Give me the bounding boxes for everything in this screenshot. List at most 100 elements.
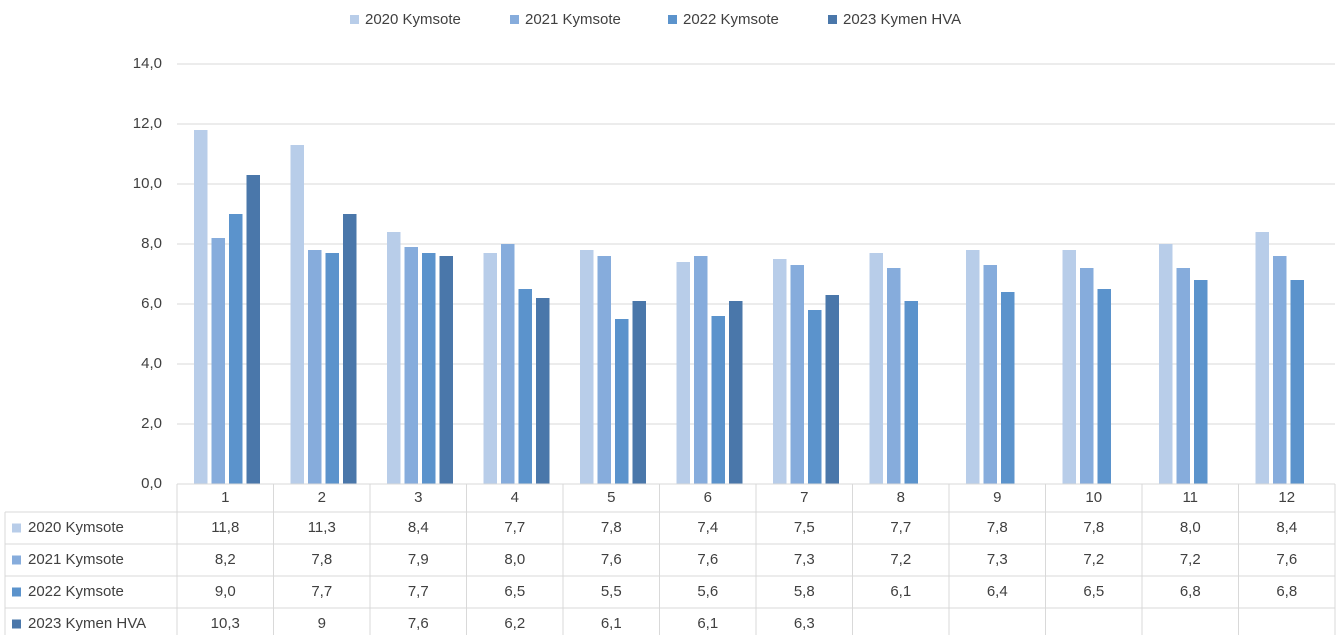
bar [983, 265, 997, 484]
table-value: 7,7 [311, 583, 332, 600]
x-tick-label: 5 [607, 489, 615, 506]
bar [1001, 292, 1015, 484]
table-row-label: 2020 Kymsote [28, 519, 124, 536]
table-value: 6,2 [504, 615, 525, 632]
bar [615, 319, 629, 484]
x-tick-label: 4 [511, 489, 519, 506]
x-tick-label: 2 [318, 489, 326, 506]
bar [246, 175, 260, 484]
bar [1080, 268, 1094, 484]
table-value: 8,2 [215, 551, 236, 568]
bar [1097, 289, 1111, 484]
bar [483, 253, 497, 484]
table-value: 7,4 [697, 519, 718, 536]
table-value: 7,6 [1276, 551, 1297, 568]
x-tick-label: 1 [221, 489, 229, 506]
legend-label: 2022 Kymsote [683, 11, 779, 28]
y-tick-label: 10,0 [133, 175, 162, 192]
y-tick-label: 14,0 [133, 55, 162, 72]
y-tick-label: 2,0 [141, 415, 162, 432]
y-tick-label: 12,0 [133, 115, 162, 132]
table-value: 7,2 [890, 551, 911, 568]
table-value: 6,8 [1276, 583, 1297, 600]
table-value: 7,7 [890, 519, 911, 536]
bar [1159, 244, 1173, 484]
table-value: 8,4 [1276, 519, 1297, 536]
table-value: 7,2 [1180, 551, 1201, 568]
table-value: 10,3 [211, 615, 240, 632]
bar [501, 244, 515, 484]
table-value: 6,1 [890, 583, 911, 600]
table-value: 5,8 [794, 583, 815, 600]
table-row-label: 2021 Kymsote [28, 551, 124, 568]
table-value: 7,5 [794, 519, 815, 536]
bar [808, 310, 822, 484]
table-value: 8,4 [408, 519, 429, 536]
bar [825, 295, 839, 484]
bar [518, 289, 532, 484]
legend-label: 2021 Kymsote [525, 11, 621, 28]
table-row-label: 2022 Kymsote [28, 583, 124, 600]
table-value: 7,7 [504, 519, 525, 536]
bar [229, 214, 243, 484]
bar [632, 301, 646, 484]
table-value: 6,8 [1180, 583, 1201, 600]
bar [1255, 232, 1269, 484]
bar [536, 298, 550, 484]
table-value: 7,8 [601, 519, 622, 536]
bar [211, 238, 225, 484]
bar [387, 232, 401, 484]
table-value: 5,5 [601, 583, 622, 600]
bar [869, 253, 883, 484]
bar [887, 268, 901, 484]
legend-label: 2020 Kymsote [365, 11, 461, 28]
table-value: 9 [318, 615, 326, 632]
y-tick-label: 8,0 [141, 235, 162, 252]
table-value: 11,8 [211, 519, 239, 536]
table-value: 6,1 [601, 615, 622, 632]
table-value: 7,9 [408, 551, 429, 568]
table-row-label: 2023 Kymen HVA [28, 615, 146, 632]
table-value: 7,3 [794, 551, 815, 568]
table-value: 7,8 [987, 519, 1008, 536]
x-tick-label: 6 [704, 489, 712, 506]
x-tick-label: 10 [1085, 489, 1102, 506]
bar [404, 247, 418, 484]
bar [422, 253, 436, 484]
table-value: 11,3 [308, 519, 336, 536]
table-value: 6,5 [504, 583, 525, 600]
table-value: 8,0 [504, 551, 525, 568]
x-tick-label: 8 [897, 489, 905, 506]
bar [1194, 280, 1208, 484]
table-legend-swatch [12, 619, 21, 629]
bar [290, 145, 304, 484]
legend-swatch [668, 15, 677, 24]
x-tick-label: 9 [993, 489, 1001, 506]
bar [194, 130, 208, 484]
table-value: 6,3 [794, 615, 815, 632]
x-tick-label: 7 [800, 489, 808, 506]
bar [904, 301, 918, 484]
legend-swatch [510, 15, 519, 24]
table-value: 7,7 [408, 583, 429, 600]
table-value: 6,4 [987, 583, 1008, 600]
table-value: 7,8 [1083, 519, 1104, 536]
table-value: 7,2 [1083, 551, 1104, 568]
bar [1176, 268, 1190, 484]
bar [790, 265, 804, 484]
legend-label: 2023 Kymen HVA [843, 11, 961, 28]
bar [676, 262, 690, 484]
bar [966, 250, 980, 484]
y-tick-label: 0,0 [141, 475, 162, 492]
table-value: 7,6 [697, 551, 718, 568]
table-value: 7,6 [601, 551, 622, 568]
bar [1273, 256, 1287, 484]
table-value: 8,0 [1180, 519, 1201, 536]
bar [694, 256, 708, 484]
x-tick-label: 12 [1278, 489, 1295, 506]
bar [1290, 280, 1304, 484]
table-legend-swatch [12, 587, 21, 597]
table-value: 6,5 [1083, 583, 1104, 600]
table-value: 7,8 [311, 551, 332, 568]
